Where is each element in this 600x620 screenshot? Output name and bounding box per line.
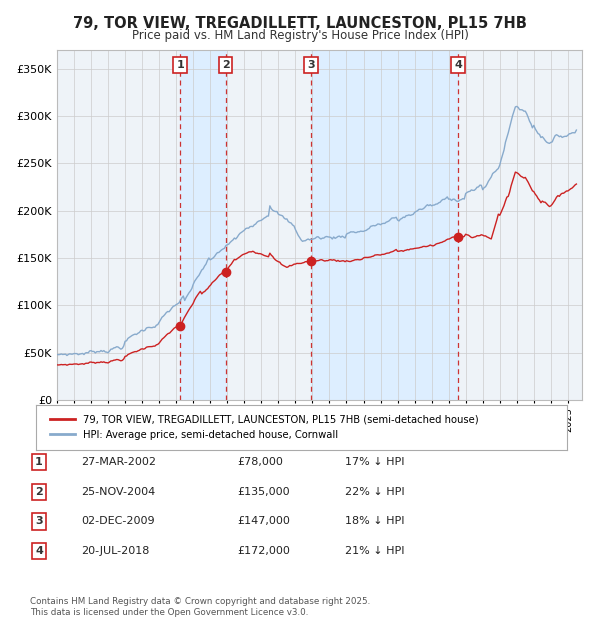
Text: 2: 2 xyxy=(222,60,229,70)
Bar xyxy=(180,50,226,400)
Text: 21% ↓ HPI: 21% ↓ HPI xyxy=(345,546,404,556)
Text: 20-JUL-2018: 20-JUL-2018 xyxy=(81,546,149,556)
Text: £135,000: £135,000 xyxy=(237,487,290,497)
Text: 2: 2 xyxy=(35,487,43,497)
Text: 17% ↓ HPI: 17% ↓ HPI xyxy=(345,457,404,467)
Text: 4: 4 xyxy=(35,546,43,556)
Text: 27-MAR-2002: 27-MAR-2002 xyxy=(81,457,156,467)
Text: 79, TOR VIEW, TREGADILLETT, LAUNCESTON, PL15 7HB: 79, TOR VIEW, TREGADILLETT, LAUNCESTON, … xyxy=(73,16,527,31)
Text: 3: 3 xyxy=(307,60,315,70)
Bar xyxy=(311,50,458,400)
Text: 4: 4 xyxy=(454,60,462,70)
Text: 25-NOV-2004: 25-NOV-2004 xyxy=(81,487,155,497)
Text: 22% ↓ HPI: 22% ↓ HPI xyxy=(345,487,404,497)
Text: £78,000: £78,000 xyxy=(237,457,283,467)
Text: 3: 3 xyxy=(35,516,43,526)
Text: £147,000: £147,000 xyxy=(237,516,290,526)
Text: 02-DEC-2009: 02-DEC-2009 xyxy=(81,516,155,526)
Text: Contains HM Land Registry data © Crown copyright and database right 2025.
This d: Contains HM Land Registry data © Crown c… xyxy=(30,598,370,617)
Text: 18% ↓ HPI: 18% ↓ HPI xyxy=(345,516,404,526)
Text: 1: 1 xyxy=(176,60,184,70)
Legend: 79, TOR VIEW, TREGADILLETT, LAUNCESTON, PL15 7HB (semi-detached house), HPI: Ave: 79, TOR VIEW, TREGADILLETT, LAUNCESTON, … xyxy=(46,410,483,444)
Text: 1: 1 xyxy=(35,457,43,467)
Text: Price paid vs. HM Land Registry's House Price Index (HPI): Price paid vs. HM Land Registry's House … xyxy=(131,29,469,42)
Text: £172,000: £172,000 xyxy=(237,546,290,556)
